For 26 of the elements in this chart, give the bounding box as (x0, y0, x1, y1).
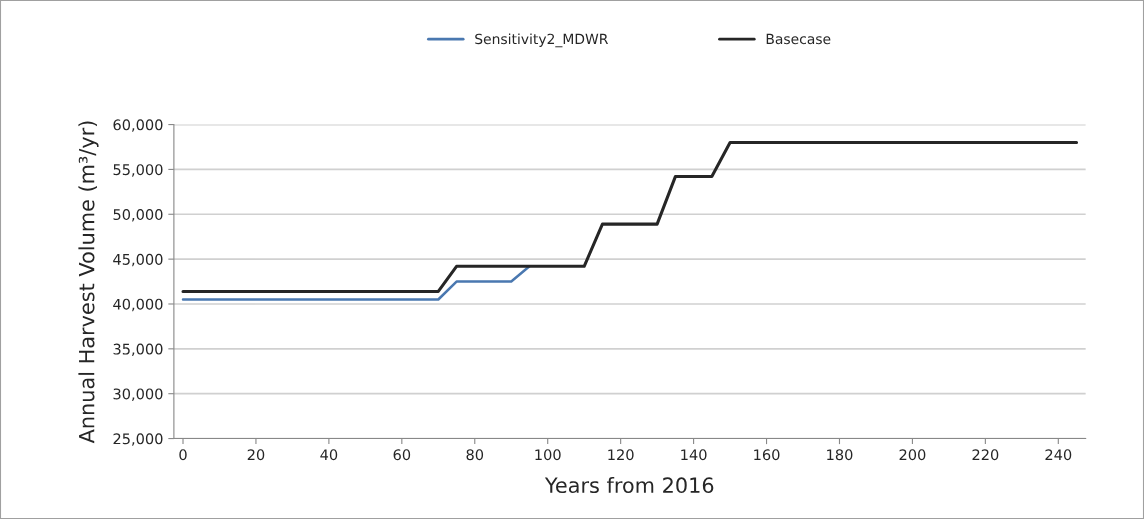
x-tick-label: 200 (899, 449, 926, 461)
x-tick-label: 20 (247, 449, 265, 461)
x-tick-label: 40 (320, 449, 338, 461)
x-tick-label: 80 (466, 449, 484, 461)
x-tick-label: 60 (393, 449, 411, 461)
line-series (181, 140, 1079, 293)
y-tick-label: 40,000 (113, 298, 163, 312)
y-tick-label: 45,000 (113, 253, 163, 267)
y-tick-label: 50,000 (113, 208, 163, 222)
y-tick-label: 35,000 (113, 343, 163, 357)
y-axis-title: Annual Harvest Volume (m³/yr) (78, 121, 99, 444)
y-tick-label: 30,000 (113, 388, 163, 401)
x-tick-label: 120 (608, 449, 634, 461)
x-tick-label: 100 (535, 449, 561, 461)
x-tick-label: 180 (827, 449, 853, 461)
legend-label: Basecase (766, 33, 831, 45)
legend-label: Sensitivity2_MDWR (475, 33, 609, 48)
x-tick-label: 0 (179, 449, 187, 461)
x-tick-label: 240 (1045, 449, 1072, 461)
y-tick-label: 25,000 (113, 433, 163, 446)
y-tick-label: 60,000 (113, 119, 163, 132)
x-tick-label: 160 (754, 449, 780, 461)
y-tick-label: 55,000 (113, 164, 163, 177)
x-tick-label: 220 (972, 449, 999, 461)
x-axis-title: Years from 2016 (544, 476, 714, 494)
x-tick-label: 140 (681, 449, 707, 461)
